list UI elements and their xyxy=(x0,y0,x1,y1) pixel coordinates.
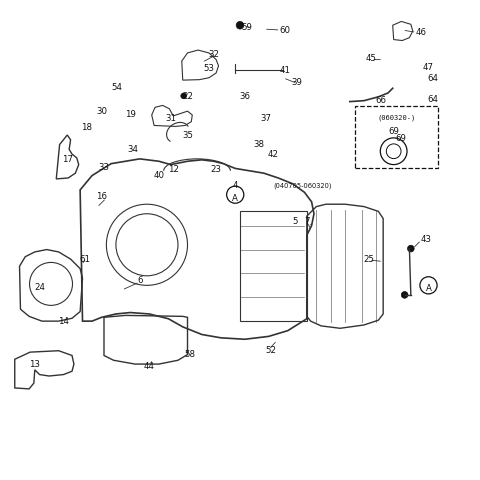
Text: 69: 69 xyxy=(396,134,407,144)
Text: 46: 46 xyxy=(416,28,427,37)
Text: 6: 6 xyxy=(137,276,143,285)
Text: 54: 54 xyxy=(111,83,122,92)
Text: 32: 32 xyxy=(208,50,219,60)
Text: A: A xyxy=(232,194,238,203)
Text: 53: 53 xyxy=(204,64,215,72)
Circle shape xyxy=(181,93,187,99)
Text: 36: 36 xyxy=(239,92,250,101)
Text: 19: 19 xyxy=(125,110,136,120)
Text: 43: 43 xyxy=(420,236,432,244)
Text: 37: 37 xyxy=(261,114,272,123)
Text: 42: 42 xyxy=(268,150,279,158)
Circle shape xyxy=(401,291,408,298)
Text: 34: 34 xyxy=(127,145,138,154)
Text: 14: 14 xyxy=(58,317,69,325)
Text: 22: 22 xyxy=(182,92,193,101)
Text: 4: 4 xyxy=(232,180,238,190)
Text: 38: 38 xyxy=(253,140,264,149)
Text: 12: 12 xyxy=(168,165,179,174)
Text: 44: 44 xyxy=(144,362,155,371)
Text: A: A xyxy=(426,284,432,293)
Text: 41: 41 xyxy=(280,66,291,75)
Text: 23: 23 xyxy=(211,165,222,174)
Text: 39: 39 xyxy=(292,78,303,87)
Text: 17: 17 xyxy=(62,156,73,164)
Text: 5: 5 xyxy=(292,217,298,227)
Text: 24: 24 xyxy=(34,283,45,292)
Text: 35: 35 xyxy=(182,131,193,140)
Text: 40: 40 xyxy=(154,171,164,180)
Circle shape xyxy=(408,245,414,252)
Text: 45: 45 xyxy=(366,54,377,63)
Text: 52: 52 xyxy=(265,346,276,355)
Text: 18: 18 xyxy=(81,123,92,132)
Text: 58: 58 xyxy=(184,350,195,359)
Text: 13: 13 xyxy=(29,360,40,369)
Text: 16: 16 xyxy=(96,192,107,201)
Text: 60: 60 xyxy=(280,25,291,35)
Text: 59: 59 xyxy=(242,23,252,32)
Text: 7: 7 xyxy=(304,217,310,227)
Circle shape xyxy=(236,22,244,29)
Text: 69: 69 xyxy=(388,127,399,136)
Text: 33: 33 xyxy=(98,163,109,172)
Text: 66: 66 xyxy=(375,96,386,105)
Text: 64: 64 xyxy=(428,95,439,104)
Text: 47: 47 xyxy=(423,63,434,72)
Text: 61: 61 xyxy=(79,254,90,264)
Text: 30: 30 xyxy=(96,107,107,116)
Text: (040705-060320): (040705-060320) xyxy=(274,183,332,189)
Text: 31: 31 xyxy=(165,114,176,123)
Text: 25: 25 xyxy=(363,254,374,264)
Text: (060320-): (060320-) xyxy=(377,115,415,121)
Text: 64: 64 xyxy=(428,74,439,83)
